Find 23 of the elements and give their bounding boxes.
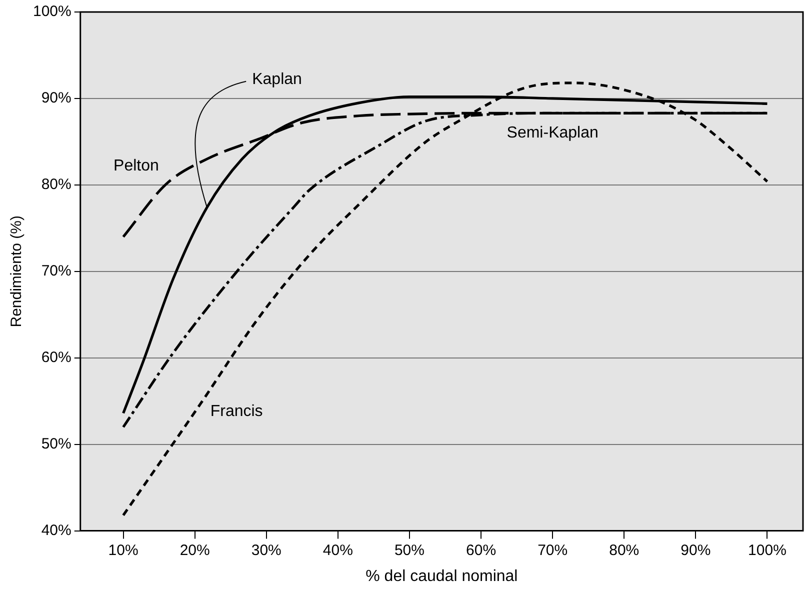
x-tick-label: 10% bbox=[108, 542, 138, 559]
y-tick-label: 100% bbox=[32, 3, 72, 20]
x-tick-label: 30% bbox=[251, 542, 282, 559]
series-label: Semi-Kaplan bbox=[506, 124, 598, 142]
x-tick-label: 60% bbox=[466, 542, 496, 559]
y-tick-label: 80% bbox=[41, 176, 72, 194]
y-axis-title: Rendimiento (%) bbox=[8, 216, 26, 328]
y-tick-label: 40% bbox=[41, 522, 72, 539]
y-tick-label: 50% bbox=[41, 435, 72, 452]
y-tick-label: 70% bbox=[41, 262, 72, 280]
x-tick-label: 90% bbox=[680, 542, 711, 559]
x-axis-title: % del caudal nominal bbox=[366, 568, 518, 585]
series-label: Kaplan bbox=[252, 70, 302, 88]
x-tick-label: 80% bbox=[609, 542, 640, 559]
x-tick-label: 70% bbox=[538, 542, 568, 559]
x-tick-label: 40% bbox=[322, 542, 353, 559]
y-tick-label: 60% bbox=[41, 349, 72, 366]
series-label: Pelton bbox=[114, 157, 159, 174]
x-tick-label: 100% bbox=[748, 542, 786, 559]
series-label: Francis bbox=[210, 403, 263, 420]
x-tick-label: 20% bbox=[180, 542, 210, 559]
x-tick-label: 50% bbox=[394, 542, 424, 559]
y-tick-label: 90% bbox=[41, 90, 72, 107]
